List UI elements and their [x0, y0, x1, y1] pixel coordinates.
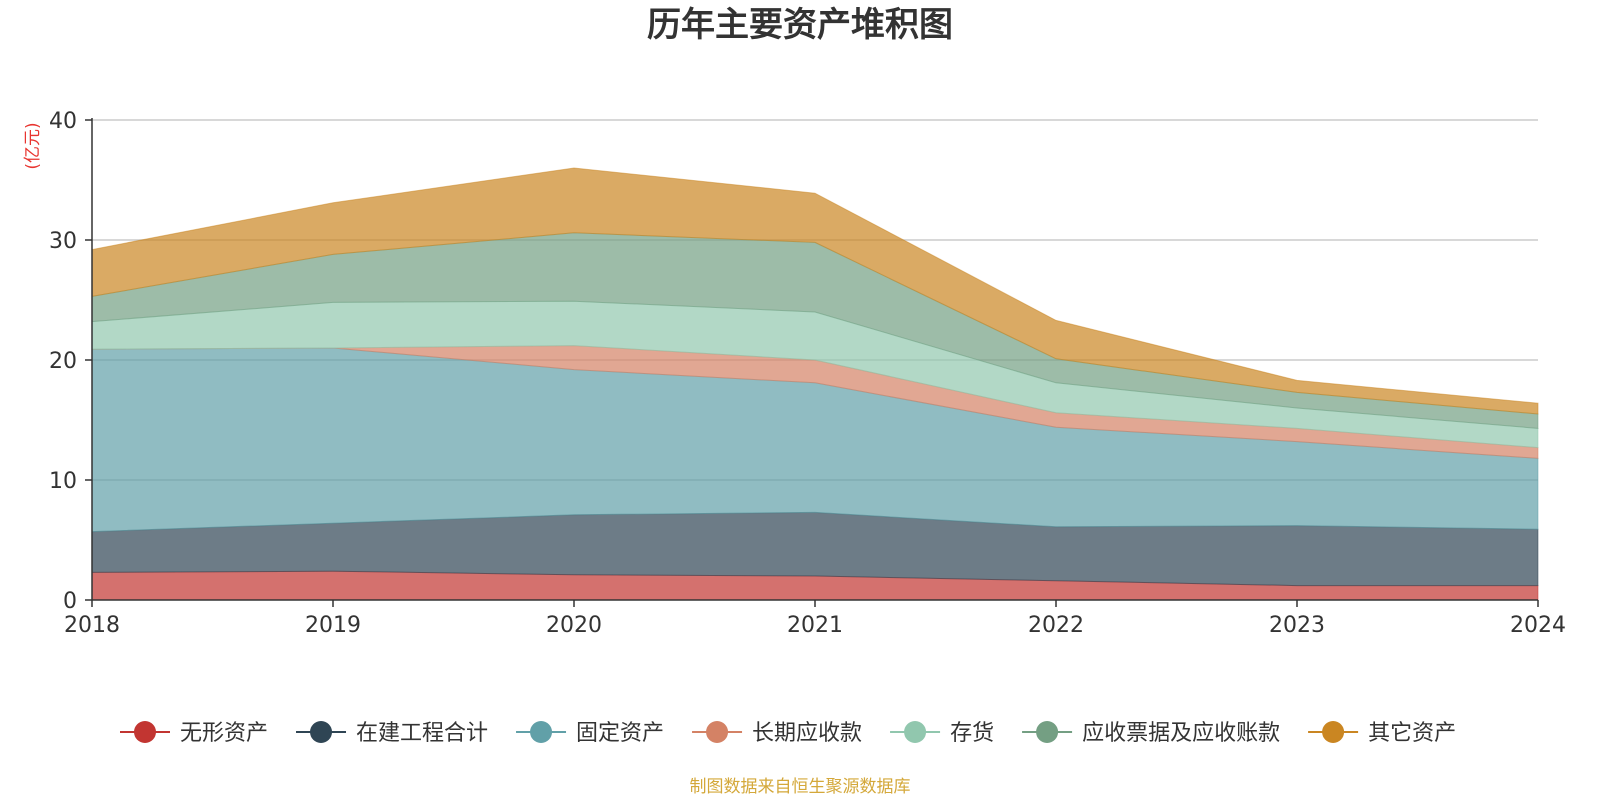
- legend-label: 其它资产: [1368, 721, 1456, 746]
- legend-label: 无形资产: [180, 721, 268, 746]
- legend-label: 在建工程合计: [356, 721, 488, 746]
- y-tick-label: 40: [49, 109, 77, 134]
- x-tick-label: 2023: [1269, 613, 1325, 638]
- x-tick-label: 2024: [1510, 613, 1566, 638]
- chart-title: 历年主要资产堆积图: [647, 5, 953, 45]
- legend-item-2[interactable]: 固定资产: [516, 721, 664, 746]
- y-axis-unit-label: (亿元): [23, 122, 43, 169]
- legend: 无形资产 在建工程合计 固定资产 长期应收款 存货 应收票据及应收账款 其它资产: [120, 721, 1456, 746]
- legend-label: 应收票据及应收账款: [1082, 721, 1280, 746]
- y-axis-ticks: 0 10 20 30 40: [49, 109, 92, 614]
- x-tick-label: 2019: [305, 613, 361, 638]
- series-areas: [91, 167, 1539, 601]
- legend-item-4[interactable]: 存货: [890, 721, 994, 746]
- y-tick-label: 20: [49, 349, 77, 374]
- legend-marker: [904, 721, 927, 743]
- legend-marker: [134, 721, 156, 743]
- legend-item-3[interactable]: 长期应收款: [692, 721, 862, 746]
- x-tick-label: 2022: [1028, 613, 1084, 638]
- x-axis-ticks: 2018 2019 2020 2021 2022 2023 2024: [64, 600, 1566, 638]
- legend-item-1[interactable]: 在建工程合计: [296, 721, 488, 746]
- legend-marker: [1322, 721, 1345, 743]
- y-tick-label: 30: [49, 229, 77, 254]
- x-tick-label: 2018: [64, 613, 120, 638]
- legend-label: 长期应收款: [752, 721, 862, 746]
- legend-item-0[interactable]: 无形资产: [120, 721, 268, 746]
- legend-label: 存货: [950, 721, 994, 746]
- legend-marker: [310, 721, 333, 743]
- legend-item-6[interactable]: 其它资产: [1308, 721, 1456, 746]
- legend-marker: [1036, 721, 1059, 743]
- y-tick-label: 0: [63, 589, 77, 614]
- legend-item-5[interactable]: 应收票据及应收账款: [1022, 721, 1280, 746]
- x-tick-label: 2021: [787, 613, 843, 638]
- source-note: 制图数据来自恒生聚源数据库: [690, 777, 911, 797]
- series-area-6: [91, 167, 1539, 415]
- legend-marker: [530, 721, 553, 743]
- legend-marker: [706, 721, 729, 743]
- legend-label: 固定资产: [576, 721, 664, 746]
- y-tick-label: 10: [49, 469, 77, 494]
- x-tick-label: 2020: [546, 613, 602, 638]
